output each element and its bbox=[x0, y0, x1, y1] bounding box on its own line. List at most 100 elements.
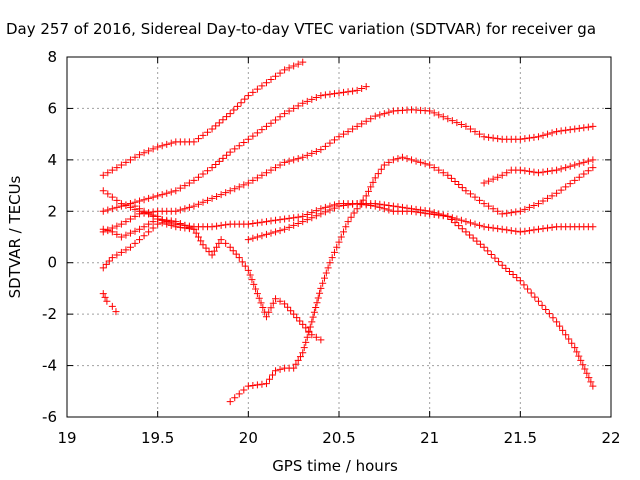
data-point bbox=[99, 225, 107, 233]
data-point bbox=[466, 125, 474, 133]
data-point bbox=[194, 233, 202, 241]
data-point bbox=[105, 257, 113, 265]
data-point bbox=[272, 72, 280, 80]
data-point bbox=[293, 314, 301, 322]
data-point bbox=[272, 216, 280, 224]
data-point bbox=[285, 223, 293, 231]
data-point bbox=[154, 212, 162, 220]
data-point bbox=[362, 201, 370, 209]
data-point bbox=[167, 139, 175, 147]
data-point bbox=[444, 171, 452, 179]
data-point bbox=[430, 109, 438, 117]
data-point bbox=[149, 224, 157, 232]
grid-lines bbox=[67, 57, 611, 417]
data-point bbox=[548, 192, 556, 200]
data-point bbox=[353, 200, 361, 208]
data-point bbox=[190, 225, 198, 233]
data-point bbox=[290, 104, 298, 112]
data-point bbox=[294, 60, 302, 68]
data-point bbox=[244, 382, 252, 390]
data-point bbox=[237, 99, 245, 107]
data-point bbox=[292, 360, 300, 368]
data-point bbox=[520, 281, 528, 289]
data-point bbox=[101, 293, 109, 301]
data-point bbox=[480, 223, 488, 231]
data-point bbox=[240, 139, 248, 146]
data-point bbox=[498, 261, 506, 269]
data-point bbox=[394, 155, 402, 163]
data-point bbox=[534, 200, 542, 208]
data-point bbox=[172, 207, 180, 215]
data-point bbox=[447, 174, 455, 182]
data-point bbox=[303, 216, 311, 224]
data-point bbox=[553, 318, 561, 326]
data-point bbox=[566, 126, 574, 134]
data-point bbox=[534, 169, 542, 177]
data-point bbox=[579, 361, 587, 369]
data-point bbox=[122, 218, 130, 226]
y-tick-label: 2 bbox=[47, 202, 57, 220]
data-point bbox=[208, 223, 216, 231]
data-point bbox=[538, 301, 546, 309]
data-point bbox=[272, 295, 280, 303]
data-point bbox=[539, 168, 547, 176]
data-point bbox=[99, 171, 107, 179]
data-point bbox=[412, 208, 420, 216]
data-point bbox=[176, 223, 184, 231]
data-point bbox=[494, 225, 502, 233]
data-point bbox=[398, 153, 406, 161]
data-point bbox=[374, 170, 382, 178]
data-point bbox=[192, 229, 200, 237]
data-point bbox=[149, 145, 157, 153]
data-point bbox=[435, 166, 443, 174]
data-point bbox=[140, 223, 148, 231]
data-point bbox=[131, 239, 139, 247]
data-point bbox=[458, 184, 466, 192]
data-point bbox=[312, 94, 320, 101]
data-point bbox=[417, 209, 425, 217]
data-point bbox=[163, 189, 171, 197]
data-point bbox=[476, 196, 484, 204]
data-point bbox=[232, 250, 240, 258]
data-point bbox=[581, 365, 589, 373]
data-point bbox=[235, 254, 243, 262]
data-point bbox=[249, 176, 257, 184]
data-point bbox=[557, 165, 565, 173]
data-point bbox=[328, 254, 336, 262]
data-point bbox=[585, 374, 593, 382]
data-point bbox=[509, 271, 517, 279]
y-tick-labels: -6 -4 -2 0 2 4 6 8 bbox=[42, 48, 57, 426]
data-point bbox=[290, 214, 298, 222]
data-point bbox=[117, 161, 125, 169]
data-point bbox=[258, 232, 266, 240]
data-point bbox=[580, 170, 588, 178]
data-point bbox=[258, 82, 266, 90]
data-point bbox=[226, 187, 234, 195]
data-point bbox=[505, 267, 513, 275]
data-point bbox=[185, 203, 193, 211]
data-point bbox=[330, 136, 338, 144]
data-point bbox=[385, 206, 393, 214]
data-point bbox=[462, 228, 470, 236]
data-point bbox=[534, 225, 542, 233]
data-point bbox=[190, 138, 198, 146]
data-point bbox=[131, 153, 139, 161]
data-point bbox=[342, 223, 350, 231]
data-point bbox=[126, 243, 134, 251]
data-point bbox=[99, 290, 107, 298]
data-point bbox=[566, 180, 574, 188]
data-point bbox=[376, 203, 384, 211]
data-point bbox=[539, 225, 547, 233]
data-point bbox=[491, 254, 499, 262]
data-point bbox=[358, 200, 366, 208]
data-point bbox=[521, 227, 529, 235]
data-point bbox=[548, 223, 556, 231]
data-point bbox=[249, 220, 257, 227]
data-point bbox=[326, 139, 334, 147]
data-point bbox=[136, 236, 144, 244]
data-point bbox=[503, 169, 511, 177]
data-point bbox=[300, 344, 308, 352]
data-point bbox=[485, 133, 493, 141]
data-point bbox=[99, 187, 107, 195]
data-point bbox=[417, 158, 425, 166]
